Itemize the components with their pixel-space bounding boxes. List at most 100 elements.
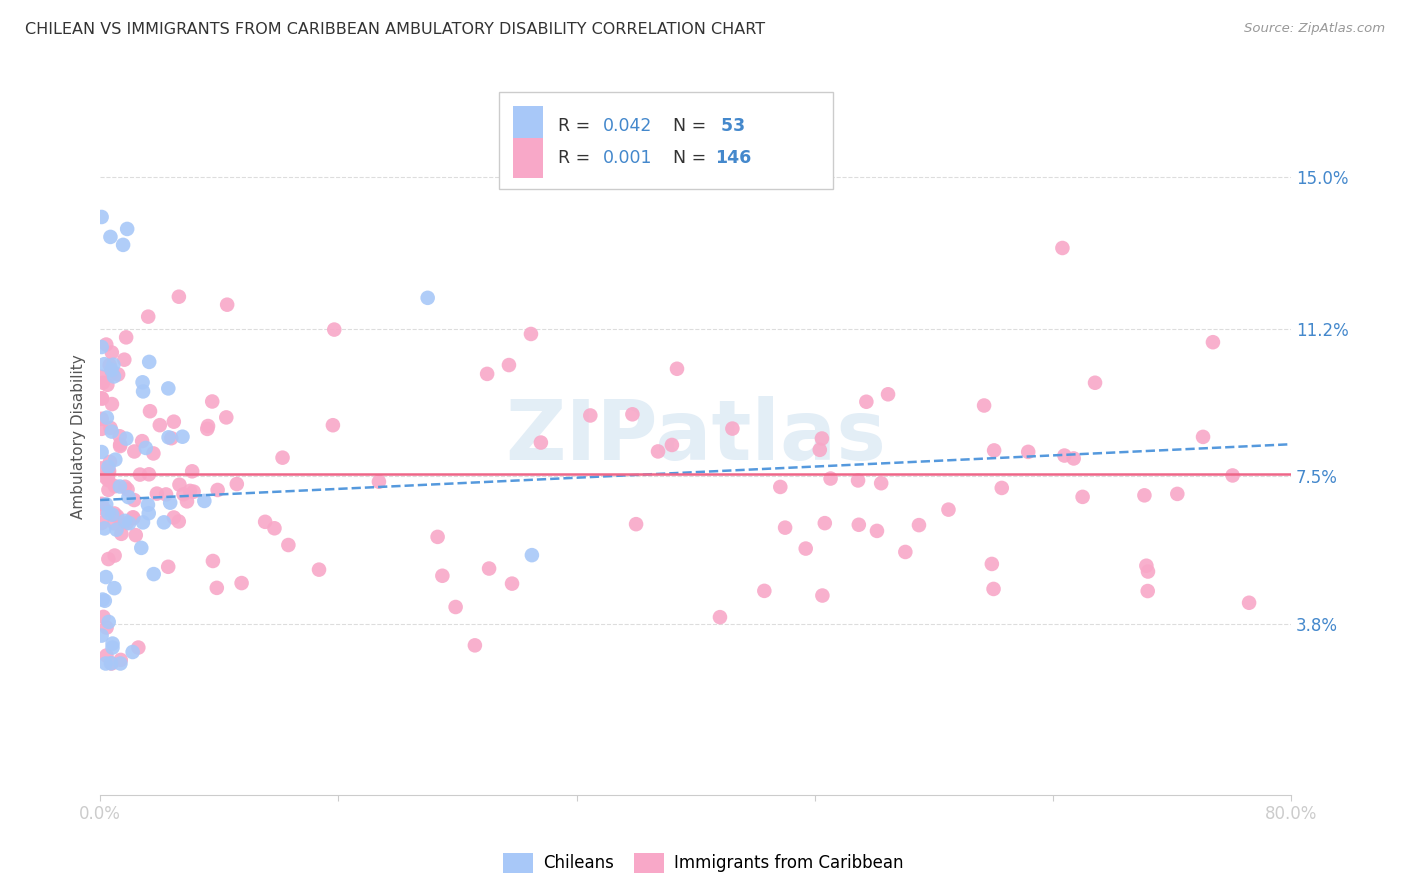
Point xyxy=(973,399,995,413)
Point xyxy=(870,476,893,491)
Point xyxy=(90,516,112,530)
Point xyxy=(100,230,122,244)
Point xyxy=(1202,335,1225,350)
Point xyxy=(157,381,180,395)
Point xyxy=(97,615,120,629)
Point xyxy=(181,464,204,478)
Text: N =: N = xyxy=(662,149,711,167)
Point xyxy=(91,392,114,406)
Point xyxy=(108,479,131,493)
Point xyxy=(530,435,553,450)
Point xyxy=(666,361,689,376)
Point xyxy=(110,657,132,671)
Point xyxy=(129,541,152,555)
Point xyxy=(167,515,190,529)
Point xyxy=(1135,558,1157,573)
Point xyxy=(894,545,917,559)
Point xyxy=(104,452,127,467)
Point xyxy=(97,470,120,484)
Point xyxy=(90,392,112,406)
Text: ZIPatlas: ZIPatlas xyxy=(505,396,886,476)
Point xyxy=(1053,449,1076,463)
Point xyxy=(426,530,449,544)
Point xyxy=(368,475,391,489)
Point xyxy=(163,510,186,524)
Point xyxy=(322,418,344,433)
Text: 0.042: 0.042 xyxy=(603,117,652,135)
Point xyxy=(201,554,224,568)
Point xyxy=(721,421,744,435)
Point xyxy=(131,434,153,449)
Point xyxy=(100,657,122,671)
Point xyxy=(100,363,122,377)
Point xyxy=(520,326,543,341)
Point xyxy=(205,581,228,595)
Point xyxy=(114,480,136,494)
Point xyxy=(808,442,831,457)
Point xyxy=(877,387,900,401)
Point xyxy=(101,640,124,655)
Point xyxy=(159,496,181,510)
Point xyxy=(794,541,817,556)
Point xyxy=(94,570,117,584)
Point xyxy=(90,445,112,459)
Point xyxy=(122,511,145,525)
Point xyxy=(167,290,190,304)
Point xyxy=(94,470,117,484)
Point xyxy=(990,481,1012,495)
Point xyxy=(169,477,191,491)
Point xyxy=(103,516,125,531)
Point xyxy=(197,419,219,434)
Point xyxy=(94,657,117,671)
Point xyxy=(96,497,118,511)
Point xyxy=(103,369,125,384)
Text: Source: ZipAtlas.com: Source: ZipAtlas.com xyxy=(1244,22,1385,36)
Point xyxy=(90,340,112,354)
Point xyxy=(820,471,842,485)
Point xyxy=(1071,490,1094,504)
Point xyxy=(217,298,239,312)
Point xyxy=(193,494,215,508)
Point xyxy=(464,638,486,652)
Point xyxy=(97,483,120,497)
Point xyxy=(1136,584,1159,599)
Point xyxy=(1084,376,1107,390)
Point xyxy=(176,494,198,508)
Point xyxy=(136,498,159,512)
Point xyxy=(498,358,520,372)
Point xyxy=(661,438,683,452)
Point xyxy=(195,422,218,436)
Point xyxy=(100,421,122,435)
Point xyxy=(254,515,277,529)
Point xyxy=(115,432,138,446)
Point xyxy=(96,621,118,635)
Point xyxy=(90,461,112,475)
Point xyxy=(773,521,796,535)
Point xyxy=(115,516,138,530)
Point xyxy=(157,559,180,574)
Point xyxy=(103,507,125,521)
Point xyxy=(179,483,201,498)
Point xyxy=(323,322,346,336)
Point xyxy=(91,376,114,390)
Point xyxy=(132,516,155,530)
Point xyxy=(983,582,1005,596)
Point xyxy=(90,412,112,426)
Point xyxy=(579,409,602,423)
Point xyxy=(93,610,115,624)
Point xyxy=(157,430,180,444)
Point xyxy=(855,394,877,409)
Point xyxy=(108,429,131,443)
Point xyxy=(647,444,669,458)
Point xyxy=(135,441,157,455)
Point xyxy=(117,490,139,504)
Point xyxy=(100,425,122,439)
Point xyxy=(621,407,644,421)
Point xyxy=(110,526,132,541)
Point xyxy=(108,437,131,451)
Point xyxy=(811,589,834,603)
Text: CHILEAN VS IMMIGRANTS FROM CARIBBEAN AMBULATORY DISABILITY CORRELATION CHART: CHILEAN VS IMMIGRANTS FROM CARIBBEAN AMB… xyxy=(25,22,765,37)
Y-axis label: Ambulatory Disability: Ambulatory Disability xyxy=(72,354,86,518)
Point xyxy=(98,358,121,372)
Point xyxy=(98,464,121,478)
